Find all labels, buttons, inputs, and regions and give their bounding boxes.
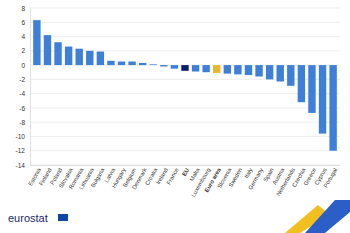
grid-line [30, 150, 340, 151]
grid-line [30, 122, 340, 123]
bar [181, 65, 188, 71]
bar [65, 47, 72, 66]
y-axis-line [30, 9, 31, 166]
x-tick-label: Portugal [322, 167, 338, 189]
x-tick: Denmark [131, 165, 148, 190]
background [0, 0, 350, 233]
bar [128, 62, 135, 66]
y-tick: -12 [16, 147, 30, 154]
y-tick-label: -4 [19, 90, 25, 97]
bar [234, 65, 241, 74]
y-tick-label: -12 [16, 147, 26, 154]
bar [44, 35, 51, 65]
x-tick-label: EU [181, 167, 190, 177]
grid-line [30, 93, 340, 94]
bar [75, 49, 82, 65]
chart: -14 -12 -10 -8 -6 -4 -2 0 2 4 6 8 EstoniaFinlandPola… [0, 0, 350, 233]
bar [224, 65, 231, 74]
x-tick: EU [181, 165, 190, 177]
y-tick-label: 0 [21, 62, 25, 69]
decoration [305, 200, 350, 233]
bar [298, 65, 305, 102]
grid-line [30, 107, 340, 108]
y-tick: 8 [21, 5, 30, 12]
y-tick: -4 [19, 90, 30, 97]
bars [33, 20, 337, 151]
bar [86, 51, 93, 65]
y-tick: -6 [19, 104, 30, 111]
bar [171, 65, 178, 69]
y-axis: -14 -12 -10 -8 -6 -4 -2 0 2 4 6 8 [16, 5, 31, 169]
bar [150, 64, 157, 66]
bar [287, 65, 294, 86]
grid [30, 8, 340, 165]
y-tick: 4 [21, 33, 30, 40]
grid-line [30, 22, 340, 23]
x-tick-label: France [165, 167, 179, 186]
y-tick-label: -10 [16, 133, 26, 140]
y-tick-label: 4 [21, 33, 25, 40]
grid-line [30, 36, 340, 37]
x-tick: Germany [247, 165, 264, 191]
x-axis-line [31, 165, 341, 166]
logo-flag [58, 214, 68, 221]
bar [54, 42, 61, 65]
y-tick: 6 [21, 19, 30, 26]
x-tick: Bulgaria [90, 165, 106, 188]
y-tick: 0 [21, 62, 30, 69]
bar [308, 65, 315, 113]
x-tick-label: Bulgaria [90, 166, 106, 188]
y-tick-label: 8 [21, 5, 25, 12]
footer: eurostat [8, 212, 48, 224]
grid-line [30, 8, 340, 9]
bar [202, 65, 209, 72]
y-tick-label: -2 [19, 76, 25, 83]
bar [277, 65, 284, 81]
bar [319, 65, 326, 134]
x-tick: France [165, 165, 179, 186]
y-tick-label: -8 [19, 119, 25, 126]
grid-line [30, 165, 340, 166]
bar [245, 65, 252, 75]
y-tick: 2 [21, 47, 30, 54]
bar [255, 65, 262, 76]
bar [33, 20, 40, 65]
bar [160, 65, 167, 66]
x-tick: Portugal [322, 165, 338, 189]
bar [97, 52, 104, 66]
bar [107, 61, 114, 65]
y-tick-label: 2 [21, 47, 25, 54]
bar [139, 63, 146, 65]
grid-line [30, 136, 340, 137]
bar [213, 65, 220, 73]
bar [329, 65, 336, 151]
bar [118, 62, 125, 66]
x-tick: Sweden [227, 165, 243, 188]
x-tick-label: Denmark [131, 167, 148, 190]
y-tick: -10 [16, 133, 30, 140]
bar [266, 65, 273, 79]
y-tick-label: -14 [16, 162, 26, 169]
bar [192, 65, 199, 71]
y-tick: -8 [19, 119, 30, 126]
y-tick: -2 [19, 76, 30, 83]
x-axis: EstoniaFinlandPolandSlovakiaRomaniaLithu… [27, 165, 340, 198]
x-tick-label: Sweden [227, 167, 243, 188]
y-tick: -14 [16, 162, 30, 169]
y-tick-label: -6 [19, 104, 25, 111]
y-tick-label: 6 [21, 19, 25, 26]
